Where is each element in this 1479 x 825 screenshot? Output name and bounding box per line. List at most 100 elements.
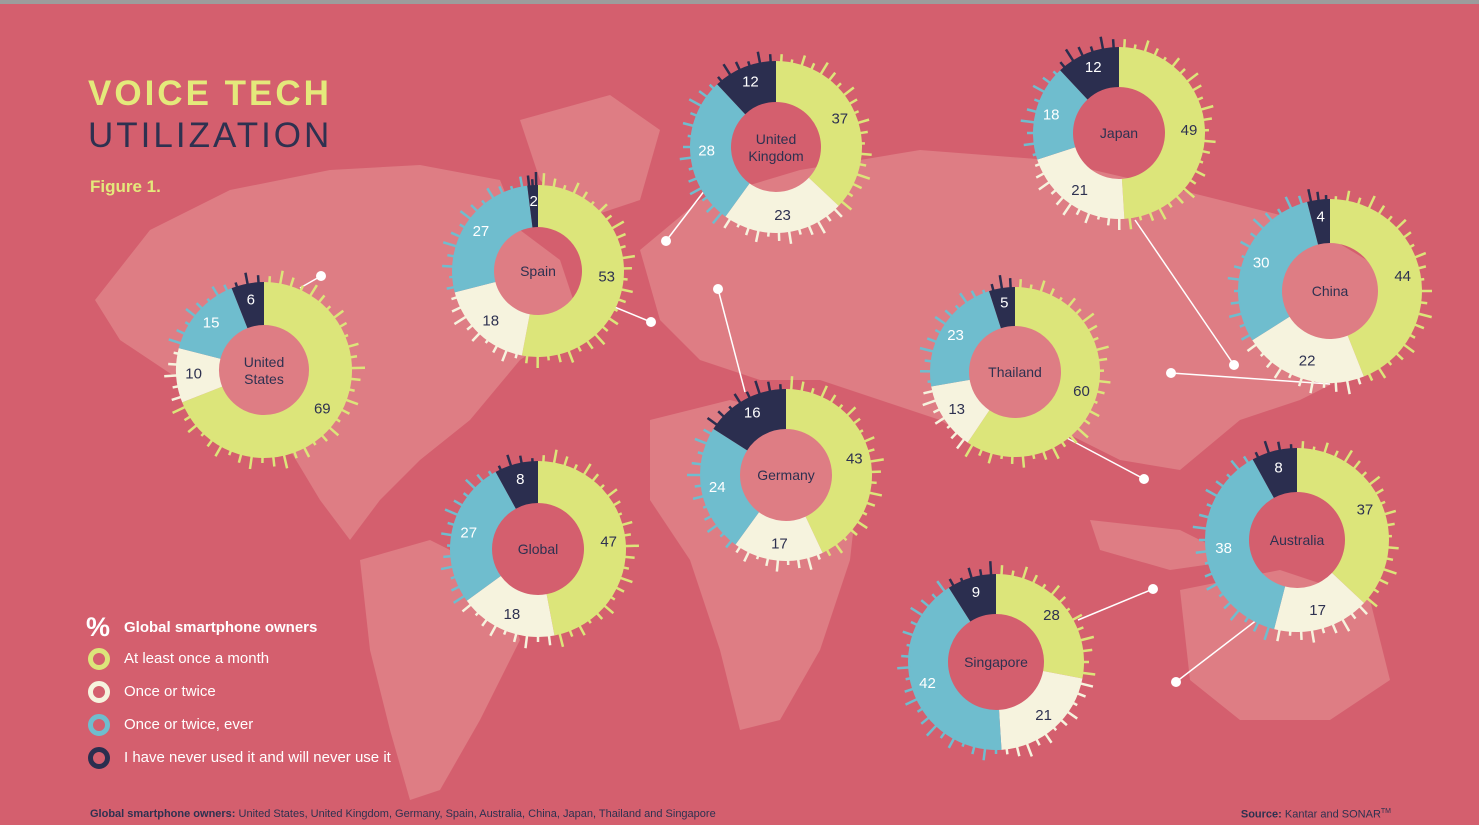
donut-fringe-singapore-ever bbox=[901, 654, 911, 658]
value-label-thailand-never: 5 bbox=[1000, 294, 1008, 311]
donut-fringe-global-monthly bbox=[621, 565, 630, 570]
donut-fringe-australia-ever bbox=[1242, 455, 1250, 465]
donut-segment-united-states-monthly bbox=[182, 282, 353, 458]
donut-fringe-china-ever bbox=[1239, 322, 1247, 328]
donut-fringe-china-monthly bbox=[1402, 231, 1412, 240]
donut-fringe-global-once-or-twice bbox=[524, 634, 529, 649]
donut-fringe-germany-ever bbox=[694, 484, 703, 488]
donut-fringe-china-once-or-twice bbox=[1246, 342, 1258, 352]
donut-fringe-germany-monthly bbox=[864, 501, 876, 507]
donut-fringe-china-ever bbox=[1249, 232, 1258, 240]
donut-fringe-united-states-monthly bbox=[227, 449, 233, 456]
donut-segment-united-states-never bbox=[231, 282, 264, 329]
donut-fringe-global-ever bbox=[444, 508, 460, 517]
donut-fringe-china-monthly bbox=[1416, 312, 1433, 319]
donut-segment-china-monthly bbox=[1330, 199, 1422, 377]
donut-fringe-china-monthly bbox=[1408, 243, 1415, 249]
donut-fringe-spain-monthly bbox=[541, 173, 546, 188]
donut-fringe-china-ever bbox=[1240, 240, 1252, 249]
donut-fringe-japan-ever bbox=[1042, 76, 1052, 85]
donut-fringe-spain-monthly bbox=[612, 307, 619, 312]
donut-fringe-thailand-monthly bbox=[1000, 453, 1004, 460]
donut-fringe-germany-never bbox=[766, 381, 772, 393]
donut-fringe-china-once-or-twice bbox=[1309, 379, 1315, 394]
footnote: Global smartphone owners: United States,… bbox=[90, 808, 716, 820]
donut-fringe-thailand-monthly bbox=[1058, 296, 1063, 303]
donut-fringe-australia-once-or-twice bbox=[1340, 617, 1351, 632]
donut-fringe-united-kingdom-ever bbox=[687, 134, 693, 138]
donut-fringe-spain-monthly bbox=[621, 277, 628, 281]
donut-fringe-germany-once-or-twice bbox=[755, 554, 760, 560]
percent-symbol: % bbox=[86, 611, 111, 642]
legend-swatch-never bbox=[86, 745, 124, 771]
donut-fringe-singapore-ever bbox=[936, 580, 947, 594]
indonesia-shape bbox=[1090, 520, 1240, 570]
donut-fringe-germany-monthly bbox=[842, 535, 848, 542]
donut-fringe-thailand-once-or-twice bbox=[950, 431, 959, 440]
donut-fringe-thailand-monthly bbox=[987, 451, 994, 464]
donut-fringe-united-kingdom-never bbox=[768, 54, 772, 64]
donut-fringe-thailand-monthly bbox=[1097, 357, 1108, 362]
donut-fringe-thailand-ever bbox=[919, 346, 935, 353]
donut-singapore: 28 21 42 9 Singapore bbox=[897, 561, 1158, 761]
footnote-text: United States, United Kingdom, Germany, … bbox=[238, 808, 716, 820]
donut-fringe-japan-once-or-twice bbox=[1096, 214, 1101, 220]
donut-fringe-singapore-once-or-twice bbox=[1079, 681, 1094, 688]
donut-fringe-thailand-ever bbox=[959, 292, 969, 305]
donut-fringe-germany-ever bbox=[702, 504, 709, 509]
donut-fringe-australia-monthly bbox=[1384, 556, 1394, 562]
donut-segment-singapore-monthly bbox=[996, 574, 1084, 679]
donut-fringe-japan-monthly bbox=[1178, 68, 1186, 76]
donut-fringe-spain-ever bbox=[481, 199, 487, 206]
donut-fringe-china-once-or-twice bbox=[1356, 376, 1362, 385]
donut-fringe-spain-monthly bbox=[618, 245, 626, 250]
donut-fringe-singapore-monthly bbox=[1081, 671, 1096, 676]
donut-fringe-spain-monthly bbox=[524, 354, 529, 364]
donut-fringe-global-once-or-twice bbox=[461, 602, 473, 613]
donut-fringe-united-states-monthly bbox=[347, 387, 355, 392]
donut-fringe-australia-monthly bbox=[1382, 509, 1397, 516]
donut-fringe-germany-monthly bbox=[825, 548, 832, 557]
donut-fringe-singapore-ever bbox=[904, 687, 915, 693]
donut-fringe-united-states-monthly bbox=[271, 455, 276, 467]
donut-fringe-china-monthly bbox=[1394, 218, 1407, 231]
donut-fringe-australia-once-or-twice bbox=[1349, 611, 1357, 620]
donut-segment-thailand-never bbox=[988, 287, 1015, 329]
donut-fringe-thailand-monthly bbox=[1092, 399, 1098, 404]
donut-fringe-thailand-monthly bbox=[1097, 379, 1111, 384]
donut-fringe-united-kingdom-monthly bbox=[809, 62, 816, 72]
donut-fringe-germany-monthly bbox=[867, 491, 883, 497]
donut-fringe-united-states-monthly bbox=[346, 342, 359, 349]
donut-fringe-australia-monthly bbox=[1385, 522, 1395, 527]
connector-line-thailand bbox=[1064, 436, 1145, 480]
donut-fringe-germany-never bbox=[706, 416, 719, 427]
donut-segment-germany-ever bbox=[699, 428, 759, 545]
donut-segment-australia-monthly bbox=[1297, 448, 1389, 603]
donut-fringe-germany-never bbox=[717, 410, 726, 419]
donut-fringe-china-once-or-twice bbox=[1345, 379, 1351, 395]
donut-fringe-germany-never bbox=[754, 380, 762, 396]
donut-fringe-singapore-once-or-twice bbox=[1059, 718, 1068, 727]
donut-fringe-japan-never bbox=[1099, 36, 1105, 51]
donut-fringe-united-kingdom-once-or-twice bbox=[744, 226, 751, 236]
center-label-china: China bbox=[1312, 283, 1349, 299]
source-bold: Source: bbox=[1240, 808, 1282, 821]
value-label-thailand-once-or-twice: 13 bbox=[948, 401, 965, 418]
center-label-australia: Australia bbox=[1270, 532, 1325, 548]
donut-segment-singapore-ever bbox=[908, 587, 1002, 750]
donut-fringe-china-ever bbox=[1233, 265, 1244, 270]
donut-fringe-global-ever bbox=[450, 585, 461, 592]
donut-fringe-germany-monthly bbox=[852, 417, 861, 426]
donut-fringe-germany-monthly bbox=[829, 394, 837, 405]
donut-fringe-australia-monthly bbox=[1381, 567, 1397, 575]
donut-fringe-japan-monthly bbox=[1152, 47, 1159, 58]
donut-fringe-united-states-monthly bbox=[344, 398, 359, 406]
donut-fringe-thailand-ever bbox=[927, 379, 933, 384]
donut-segment-global-never bbox=[495, 461, 538, 509]
donut-fringe-united-kingdom-monthly bbox=[839, 199, 853, 211]
donut-fringe-global-once-or-twice bbox=[474, 610, 481, 617]
legend-header: % Global smartphone owners bbox=[86, 612, 506, 642]
donut-segment-singapore-once-or-twice bbox=[999, 670, 1083, 750]
donut-fringe-global-monthly bbox=[605, 488, 618, 499]
